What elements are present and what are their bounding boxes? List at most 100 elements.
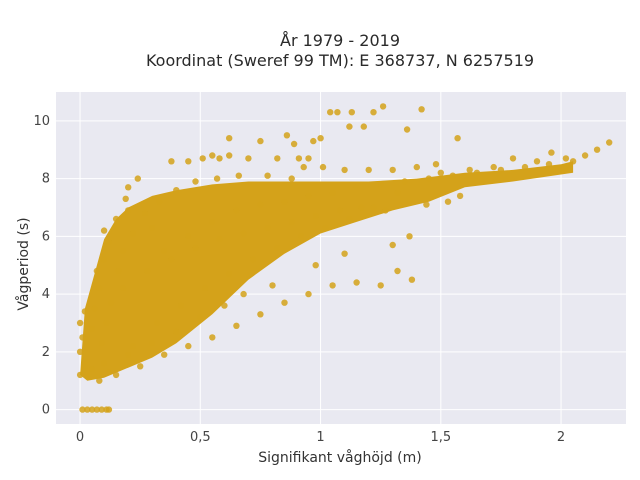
y-axis-title: Vågperiod (s) <box>15 217 32 310</box>
data-point <box>370 204 377 211</box>
data-point <box>312 212 319 220</box>
data-point <box>490 163 497 171</box>
data-point <box>88 325 96 332</box>
data-point <box>432 161 440 168</box>
data-point <box>199 155 206 162</box>
data-point <box>257 311 264 318</box>
data-point <box>240 230 247 237</box>
point-cloud <box>80 161 574 381</box>
data-point <box>257 201 264 208</box>
data-point <box>226 270 233 278</box>
data-point <box>235 172 242 179</box>
x-tick-label: 0,5 <box>190 430 211 445</box>
data-point <box>129 342 137 350</box>
data-point <box>389 166 396 174</box>
data-point <box>581 152 589 159</box>
x-tick-label: 1,5 <box>430 430 451 445</box>
data-point <box>305 155 312 162</box>
data-point <box>269 282 276 289</box>
data-point <box>134 175 141 182</box>
data-point <box>213 175 221 182</box>
data-point <box>79 334 86 341</box>
data-point <box>76 319 84 327</box>
data-point <box>115 267 122 275</box>
data-point <box>192 178 199 185</box>
data-point <box>444 198 452 205</box>
data-point <box>250 256 257 263</box>
data-point <box>548 149 555 156</box>
data-point <box>509 155 517 162</box>
data-point <box>346 215 353 223</box>
data-point <box>274 244 281 252</box>
data-point <box>281 198 288 205</box>
data-point <box>379 103 387 110</box>
data-point <box>201 285 209 292</box>
data-point <box>413 163 420 171</box>
x-tick-label: 2 <box>557 430 565 445</box>
data-point <box>288 218 295 226</box>
data-point <box>105 238 113 246</box>
data-point <box>377 181 384 188</box>
data-point <box>466 166 473 174</box>
data-point <box>233 207 240 214</box>
data-point <box>562 155 570 162</box>
data-point <box>298 233 305 240</box>
data-point <box>125 351 132 358</box>
data-point <box>290 140 298 148</box>
x-tick-label: 0 <box>76 430 84 445</box>
data-point <box>473 169 481 176</box>
data-point <box>216 155 223 162</box>
y-tick-label: 2 <box>42 345 50 360</box>
data-point <box>84 406 91 413</box>
data-point <box>221 302 228 309</box>
data-point <box>449 172 456 179</box>
data-point <box>100 227 108 234</box>
data-point <box>112 371 120 379</box>
data-point <box>96 285 103 292</box>
data-point <box>177 302 185 309</box>
y-tick-label: 10 <box>33 114 50 129</box>
data-point <box>103 319 110 327</box>
data-point <box>281 299 288 306</box>
data-point <box>437 169 444 176</box>
data-point <box>209 334 216 341</box>
y-tick-label: 8 <box>42 172 50 187</box>
data-point <box>100 360 108 367</box>
data-point <box>353 279 360 286</box>
data-point <box>317 135 324 142</box>
data-points <box>76 103 613 413</box>
data-point <box>454 135 461 142</box>
data-point <box>129 230 137 237</box>
x-tick-label: 1 <box>316 430 324 445</box>
data-point <box>173 187 180 194</box>
y-tick-label: 4 <box>42 287 50 302</box>
data-point <box>93 406 101 413</box>
data-point <box>310 137 317 145</box>
data-point <box>122 195 129 202</box>
data-point <box>125 184 132 191</box>
data-point <box>149 224 156 231</box>
data-point <box>125 207 132 214</box>
data-point <box>394 189 401 197</box>
data-point <box>233 322 240 329</box>
data-point <box>334 109 341 116</box>
data-point <box>423 201 430 208</box>
data-point <box>105 368 113 376</box>
data-point <box>226 135 233 142</box>
data-point <box>88 406 96 413</box>
data-point <box>240 290 247 298</box>
data-point <box>327 109 334 116</box>
data-point <box>79 406 86 413</box>
data-point <box>185 158 192 165</box>
data-point <box>341 250 348 257</box>
data-point <box>108 299 115 306</box>
data-point <box>401 178 408 185</box>
data-point <box>336 207 343 214</box>
data-point <box>305 192 312 200</box>
data-point <box>76 348 84 355</box>
data-point <box>100 256 108 263</box>
data-point <box>322 224 329 231</box>
data-point <box>120 247 127 254</box>
data-point <box>288 175 295 182</box>
data-point <box>245 155 252 162</box>
